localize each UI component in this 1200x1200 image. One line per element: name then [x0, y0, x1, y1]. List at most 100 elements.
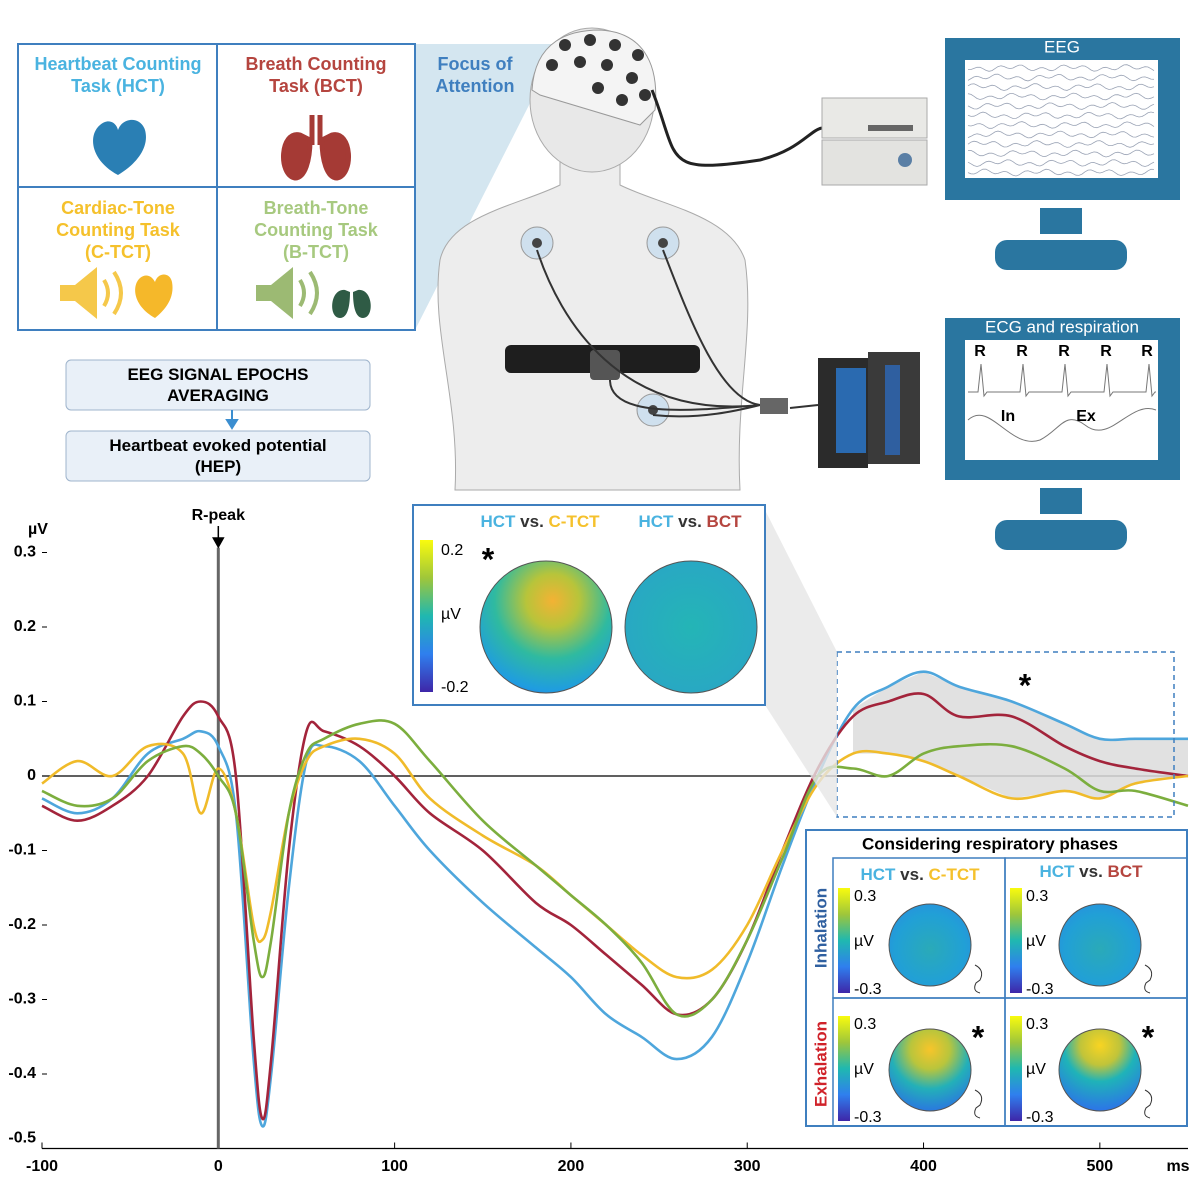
- line: Breath Counting: [246, 54, 387, 74]
- ecg-monitor: ECG and respiration R R R R R In Ex: [945, 317, 1180, 550]
- colorbar-label: µV: [1026, 933, 1046, 950]
- attention-label: Focus of Attention: [436, 54, 515, 96]
- topomap: [1058, 903, 1142, 987]
- line: AVERAGING: [167, 386, 269, 405]
- line: Heartbeat Counting: [34, 54, 201, 74]
- base: [995, 240, 1127, 270]
- respiratory-panel: Considering respiratory phases Inhalatio…: [805, 829, 1188, 1127]
- torso: [437, 149, 749, 491]
- topo-inset: HCT vs. C-TCT HCT vs. BCT 0.2 µV -0.2 *: [412, 504, 766, 706]
- r-peak-arrow: [212, 526, 225, 549]
- vs: vs.: [678, 512, 702, 531]
- task: C-TCT: [929, 865, 981, 884]
- task-label: Breath-Tone Counting Task (B-TCT): [254, 198, 379, 262]
- eeg-trace: [967, 121, 1155, 129]
- cell: [1004, 997, 1188, 1127]
- pipeline: EEG SIGNAL EPOCHS AVERAGING Heartbeat evo…: [65, 359, 371, 482]
- significance-star: *: [1142, 1019, 1155, 1055]
- topomap: [479, 560, 613, 694]
- screen: [965, 340, 1158, 460]
- line: Focus of: [438, 54, 514, 74]
- significance-star: *: [482, 541, 495, 577]
- belt-sensor: [590, 350, 620, 380]
- eeg-trace: [967, 83, 1155, 91]
- eeg-trace: [967, 130, 1155, 139]
- task: BCT: [707, 512, 743, 531]
- vs: vs.: [900, 865, 924, 884]
- monitor-title: EEG: [1044, 37, 1080, 56]
- r-label: R: [1100, 343, 1112, 360]
- eeg-trace: [967, 140, 1155, 148]
- eeg-trace: [967, 92, 1155, 101]
- face-icon: [974, 1089, 983, 1119]
- electrodes: [546, 34, 651, 106]
- line: Breath-Tone: [264, 198, 369, 218]
- eeg-trace: [967, 111, 1155, 120]
- line: (C-TCT): [85, 242, 151, 262]
- y-axis-label: µV: [28, 521, 48, 538]
- base: [995, 520, 1127, 550]
- colorbar-label: µV: [441, 606, 461, 623]
- y-tick-label: 0.2: [14, 618, 36, 635]
- lungs-icon: [332, 289, 371, 318]
- line: (B-TCT): [283, 242, 349, 262]
- phase-label: Ex: [1076, 408, 1096, 425]
- r-labels: R R R R R: [974, 343, 1153, 360]
- step-box: [65, 430, 371, 482]
- topomap: [888, 1028, 972, 1112]
- heart-icon: [93, 119, 146, 175]
- hep-line: [41, 737, 1189, 980]
- r-label: R: [1016, 343, 1028, 360]
- r-label: R: [974, 343, 986, 360]
- line: EEG SIGNAL EPOCHS: [127, 365, 308, 384]
- task: HCT: [480, 512, 516, 531]
- zoom-wedge: [765, 510, 837, 817]
- comparison-label: HCT vs. BCT: [1039, 862, 1143, 881]
- colorbar-label: 0.3: [1026, 888, 1048, 905]
- screen: [965, 60, 1158, 178]
- face-icon: [1144, 1089, 1153, 1119]
- resp-cells: 0.3 µV -0.3 0.3 µV -0.3 0.3 µV -0.3 * 0.3 µV -0.3 *: [838, 888, 1155, 1126]
- line: Task (HCT): [71, 76, 165, 96]
- hep-line: [41, 719, 1189, 1018]
- x-tick-label: 500: [1086, 1158, 1113, 1175]
- significance-star: *: [972, 1019, 985, 1055]
- colorbar-label: -0.3: [1026, 1109, 1054, 1126]
- line: Attention: [436, 76, 515, 96]
- biopac-unit: [818, 352, 920, 468]
- x-tick-label: -100: [26, 1158, 58, 1175]
- x-tick-label: 0: [214, 1158, 223, 1175]
- r-peak-label: R-peak: [192, 507, 245, 524]
- significance-star: *: [1019, 667, 1032, 703]
- resp-trace: [967, 408, 1157, 442]
- eeg-trace: [967, 73, 1155, 82]
- row-label: Inhalation: [811, 888, 830, 968]
- y-tick-label: -0.2: [8, 916, 36, 933]
- colorbar-label: µV: [854, 933, 874, 950]
- eeg-trace: [967, 102, 1155, 110]
- monitor-title: ECG and respiration: [985, 317, 1139, 336]
- panel-title: Considering respiratory phases: [862, 834, 1118, 853]
- task-label: Heartbeat Counting Task (HCT): [34, 54, 201, 96]
- vs: vs.: [1079, 862, 1103, 881]
- hep-line: [41, 692, 1189, 1121]
- eeg-trace: [967, 168, 1155, 177]
- stand: [1040, 208, 1082, 234]
- speaker-icon: [256, 267, 293, 319]
- topomap: [624, 560, 758, 694]
- task-label: Breath Counting Task (BCT): [246, 54, 387, 96]
- task: HCT: [638, 512, 674, 531]
- eeg-monitor: EEG: [945, 37, 1180, 270]
- colorbar: [1010, 888, 1022, 993]
- line: Cardiac-Tone: [61, 198, 175, 218]
- colorbar-label: -0.3: [854, 981, 882, 998]
- line: (HEP): [195, 457, 241, 476]
- task-panel: Heartbeat Counting Task (HCT) Breath Coun…: [17, 43, 416, 331]
- connector: [760, 398, 788, 414]
- comparison-label: HCT vs. C-TCT: [480, 512, 600, 531]
- colorbar-label: 0.2: [441, 542, 463, 559]
- colorbar-label: 0.3: [854, 1016, 876, 1033]
- step-label: Heartbeat evoked potential (HEP): [109, 436, 326, 476]
